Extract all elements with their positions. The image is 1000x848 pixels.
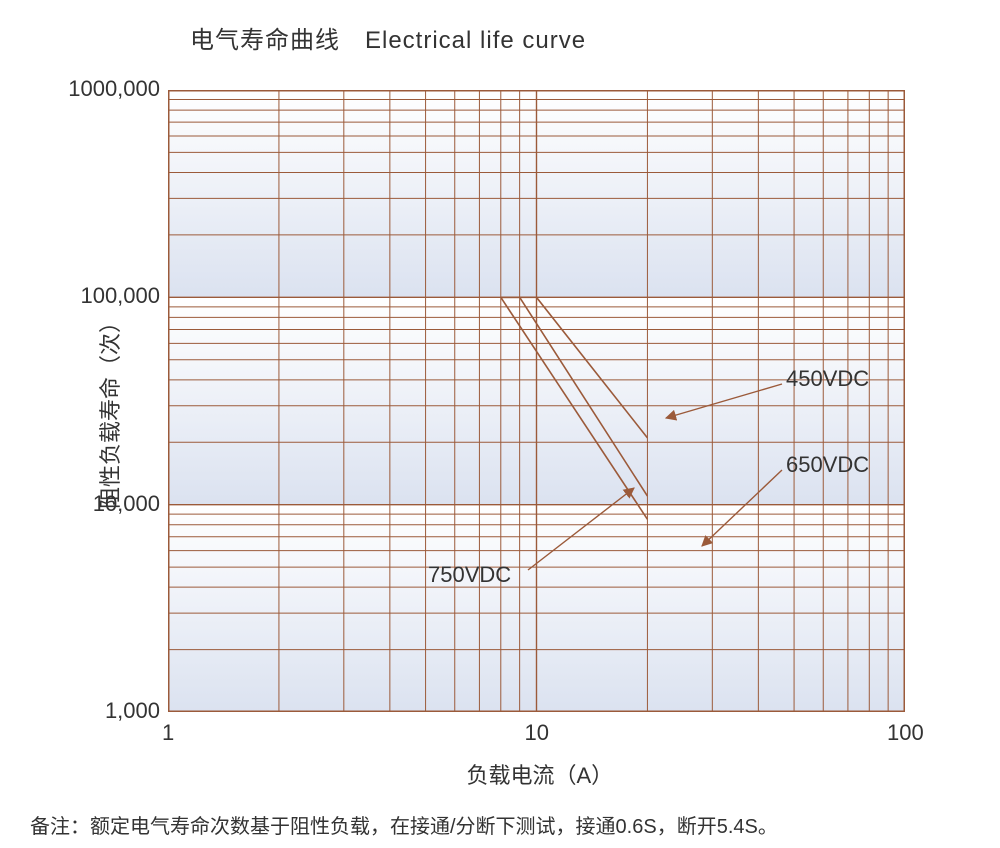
series-label: 450VDC (786, 366, 869, 392)
series-label: 650VDC (786, 452, 869, 478)
x-tick-label: 1 (162, 720, 174, 746)
x-tick-label: 10 (525, 720, 549, 746)
page: { "title": "电气寿命曲线 Electrical life curve… (0, 0, 1000, 848)
y-tick-label: 1,000 (105, 698, 160, 724)
footer-note: 备注：额定电气寿命次数基于阻性负载，在接通/分断下测试，接通0.6S，断开5.4… (30, 810, 778, 839)
y-tick-label: 10,000 (93, 491, 160, 517)
x-axis-label: 负载电流（A） (467, 758, 614, 790)
series-label: 750VDC (428, 562, 511, 588)
x-tick-label: 100 (887, 720, 924, 746)
y-tick-label: 1000,000 (68, 76, 160, 102)
y-axis-label: 阻性负载寿命（次） (93, 311, 125, 509)
chart-title: 电气寿命曲线 Electrical life curve (0, 20, 1000, 55)
chart-plot (168, 90, 905, 712)
y-tick-label: 100,000 (80, 283, 160, 309)
